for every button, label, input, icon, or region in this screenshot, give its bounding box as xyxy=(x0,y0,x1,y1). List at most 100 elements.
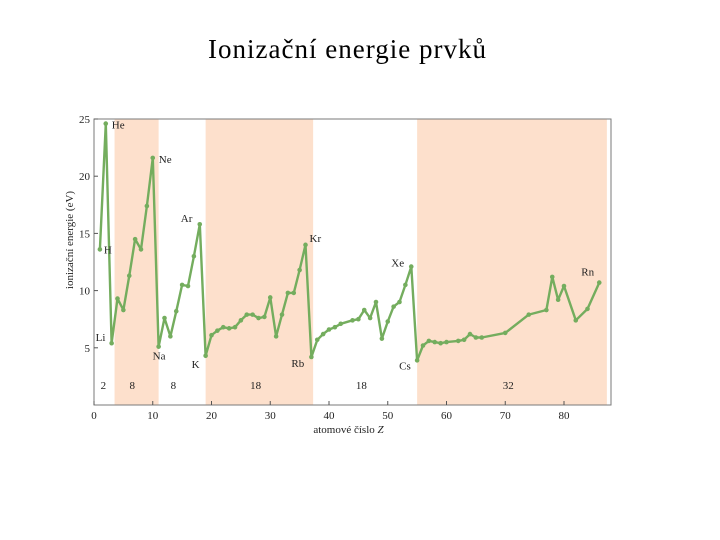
period-length-label: 32 xyxy=(503,380,514,392)
data-point xyxy=(179,282,185,288)
data-point xyxy=(150,155,156,161)
data-point xyxy=(138,247,144,252)
element-labels: H He Li Ne Na Ar K Kr Rb Xe Cs Rn xyxy=(96,120,595,373)
data-point xyxy=(332,324,338,330)
data-point xyxy=(414,358,420,363)
data-point xyxy=(397,299,402,305)
period-length-label: 18 xyxy=(250,380,262,392)
data-point xyxy=(326,327,332,332)
x-tick-label: 80 xyxy=(559,410,571,422)
data-point xyxy=(373,299,379,305)
data-point xyxy=(444,339,449,345)
page-title: Ionizační energie prvků xyxy=(208,34,487,64)
data-point xyxy=(256,315,261,321)
data-point xyxy=(244,312,250,317)
element-label-ar: Ar xyxy=(181,213,193,225)
data-point xyxy=(338,321,344,327)
data-point xyxy=(367,315,373,321)
element-label-k: K xyxy=(192,359,200,371)
plot-frame xyxy=(93,118,612,406)
data-point xyxy=(303,242,308,248)
data-point xyxy=(126,273,132,279)
period-length-label: 2 xyxy=(101,380,107,392)
data-point xyxy=(350,318,355,323)
element-label-rb: Rb xyxy=(291,358,304,370)
y-axis-ticks: 5 10 15 20 25 xyxy=(79,114,98,355)
data-point xyxy=(420,343,426,348)
data-point xyxy=(162,315,167,321)
element-label-cs: Cs xyxy=(399,360,411,372)
data-point xyxy=(250,312,255,317)
period-length-label: 18 xyxy=(356,380,368,392)
data-point xyxy=(403,282,408,288)
data-point xyxy=(238,318,244,323)
data-point xyxy=(156,344,161,349)
element-label-xe: Xe xyxy=(391,258,404,270)
data-point xyxy=(379,336,385,341)
data-point xyxy=(144,203,150,209)
period-length-label: 8 xyxy=(129,380,135,392)
data-point xyxy=(215,328,220,333)
data-point xyxy=(356,316,361,322)
element-label-he: He xyxy=(112,120,125,132)
data-point xyxy=(573,318,579,323)
data-point xyxy=(297,267,302,273)
data-point xyxy=(285,290,291,296)
data-point xyxy=(97,247,103,252)
x-tick-label: 30 xyxy=(265,410,277,422)
x-tick-label: 60 xyxy=(441,410,453,422)
x-tick-label: 40 xyxy=(324,410,336,422)
data-point xyxy=(502,330,508,336)
element-label-kr: Kr xyxy=(310,233,322,245)
element-label-ne: Ne xyxy=(159,154,172,166)
x-axis-ticks: 0 10 20 30 40 50 60 70 80 xyxy=(91,401,570,422)
data-point xyxy=(432,339,438,345)
data-point xyxy=(426,338,432,344)
element-label-na: Na xyxy=(153,351,166,363)
data-point xyxy=(461,337,467,343)
data-point xyxy=(109,340,114,346)
data-point xyxy=(555,297,561,303)
data-point xyxy=(209,332,214,338)
data-point xyxy=(314,337,320,343)
period-length-labels: 2 8 8 18 18 32 xyxy=(101,380,514,392)
data-point xyxy=(262,314,267,320)
y-tick-label: 15 xyxy=(79,228,91,240)
data-point xyxy=(197,221,203,227)
shaded-period-bands xyxy=(114,119,607,405)
y-axis-label: ionizační energie (eV) xyxy=(64,191,76,289)
y-tick-label: 10 xyxy=(79,286,91,298)
data-point xyxy=(103,121,109,126)
data-point xyxy=(361,307,367,313)
data-point xyxy=(455,338,461,344)
x-axis-label: atomové číslo Z xyxy=(313,424,384,436)
y-tick-label: 5 xyxy=(85,343,91,355)
data-point xyxy=(585,306,590,312)
data-point xyxy=(549,274,555,280)
data-point xyxy=(385,319,391,324)
data-point xyxy=(309,354,314,360)
x-tick-label: 50 xyxy=(382,410,394,422)
y-tick-label: 25 xyxy=(79,114,91,126)
x-axis-label-symbol: Z xyxy=(378,424,385,436)
data-point xyxy=(173,308,179,314)
data-point xyxy=(168,334,173,339)
data-points xyxy=(97,121,602,363)
x-tick-label: 70 xyxy=(500,410,512,422)
data-point xyxy=(479,335,485,340)
period-band-3 xyxy=(417,119,607,405)
x-axis-label-text: atomové číslo xyxy=(313,424,377,436)
data-point xyxy=(132,236,138,242)
data-point xyxy=(267,295,273,300)
y-tick-label: 20 xyxy=(79,171,91,183)
data-point xyxy=(473,335,479,340)
data-point xyxy=(232,324,238,330)
data-point xyxy=(596,280,602,285)
data-point xyxy=(185,283,191,289)
data-point xyxy=(291,290,297,296)
x-tick-label: 0 xyxy=(91,410,97,422)
element-label-li: Li xyxy=(96,332,106,344)
x-tick-label: 20 xyxy=(206,410,218,422)
data-point xyxy=(220,324,226,330)
